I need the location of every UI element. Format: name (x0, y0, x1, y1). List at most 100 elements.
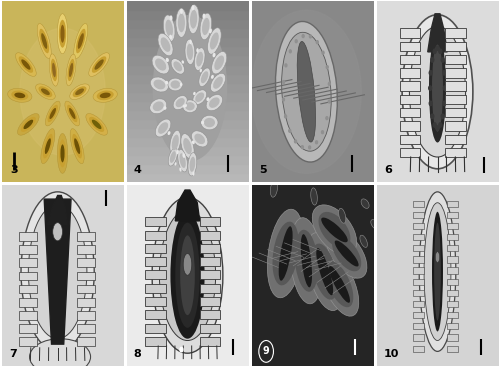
Text: 6: 6 (384, 165, 392, 175)
Ellipse shape (272, 222, 299, 286)
Ellipse shape (360, 235, 368, 247)
Ellipse shape (158, 122, 168, 134)
Ellipse shape (290, 218, 323, 304)
Circle shape (322, 131, 324, 134)
Ellipse shape (41, 33, 47, 49)
Ellipse shape (50, 54, 58, 86)
Bar (77, 298, 96, 306)
Bar (445, 81, 466, 91)
Bar (145, 217, 166, 226)
Ellipse shape (172, 135, 179, 150)
Bar (77, 258, 96, 267)
Ellipse shape (316, 248, 333, 295)
Ellipse shape (338, 208, 346, 223)
Ellipse shape (183, 138, 192, 154)
Ellipse shape (208, 28, 221, 54)
Bar (126, 55, 248, 65)
Ellipse shape (190, 157, 196, 172)
Ellipse shape (192, 5, 194, 10)
Bar (126, 10, 248, 19)
Ellipse shape (173, 95, 187, 110)
Ellipse shape (164, 15, 175, 41)
Ellipse shape (188, 153, 197, 176)
Bar (413, 256, 424, 262)
Polygon shape (44, 199, 71, 344)
Ellipse shape (195, 92, 204, 102)
Ellipse shape (276, 21, 338, 162)
Ellipse shape (209, 29, 212, 33)
Bar (413, 279, 424, 285)
Bar (200, 244, 220, 253)
Ellipse shape (46, 101, 60, 126)
Bar (145, 257, 166, 266)
Bar (126, 173, 248, 182)
Ellipse shape (193, 90, 206, 105)
Circle shape (322, 51, 324, 54)
Bar (77, 272, 96, 280)
Bar (145, 270, 166, 280)
Bar (448, 245, 458, 251)
Ellipse shape (334, 240, 358, 266)
Bar (126, 47, 248, 55)
Bar (18, 272, 37, 280)
Bar (448, 312, 458, 318)
Bar (413, 268, 424, 274)
Ellipse shape (14, 92, 26, 98)
Ellipse shape (402, 15, 473, 169)
Circle shape (316, 41, 318, 44)
Polygon shape (428, 14, 448, 52)
Ellipse shape (156, 119, 171, 137)
Bar (200, 337, 220, 346)
Ellipse shape (201, 121, 204, 124)
Ellipse shape (196, 52, 203, 66)
Ellipse shape (50, 59, 57, 81)
Ellipse shape (21, 117, 36, 132)
Bar (445, 148, 466, 157)
Ellipse shape (92, 56, 106, 73)
Ellipse shape (204, 118, 215, 127)
Bar (126, 146, 248, 155)
Ellipse shape (206, 95, 222, 111)
Circle shape (436, 46, 439, 50)
Ellipse shape (43, 134, 53, 159)
Bar (400, 135, 420, 144)
Bar (145, 337, 166, 346)
Bar (448, 323, 458, 330)
Circle shape (441, 114, 444, 119)
Ellipse shape (328, 266, 350, 303)
Ellipse shape (66, 54, 76, 86)
Ellipse shape (194, 134, 205, 144)
Ellipse shape (36, 84, 56, 99)
Ellipse shape (332, 236, 361, 271)
Ellipse shape (209, 97, 220, 108)
Ellipse shape (326, 229, 367, 278)
Ellipse shape (170, 130, 180, 155)
Ellipse shape (202, 18, 209, 35)
Bar (200, 297, 220, 306)
Circle shape (436, 126, 439, 130)
Ellipse shape (211, 75, 214, 79)
Bar (448, 234, 458, 240)
Ellipse shape (170, 80, 180, 88)
Ellipse shape (174, 61, 182, 72)
Circle shape (290, 50, 292, 53)
Bar (445, 95, 466, 104)
Ellipse shape (165, 81, 168, 84)
Bar (413, 334, 424, 341)
Ellipse shape (185, 102, 194, 110)
Bar (445, 121, 466, 131)
Ellipse shape (21, 192, 94, 351)
Ellipse shape (16, 53, 36, 76)
Bar (126, 1, 248, 10)
Ellipse shape (152, 55, 170, 74)
Ellipse shape (268, 209, 304, 298)
Ellipse shape (310, 188, 318, 205)
Ellipse shape (196, 48, 199, 52)
Bar (77, 232, 96, 241)
Circle shape (439, 123, 442, 127)
Bar (413, 346, 424, 352)
Circle shape (328, 83, 330, 86)
Bar (126, 101, 248, 110)
Bar (413, 290, 424, 296)
Ellipse shape (60, 145, 64, 162)
